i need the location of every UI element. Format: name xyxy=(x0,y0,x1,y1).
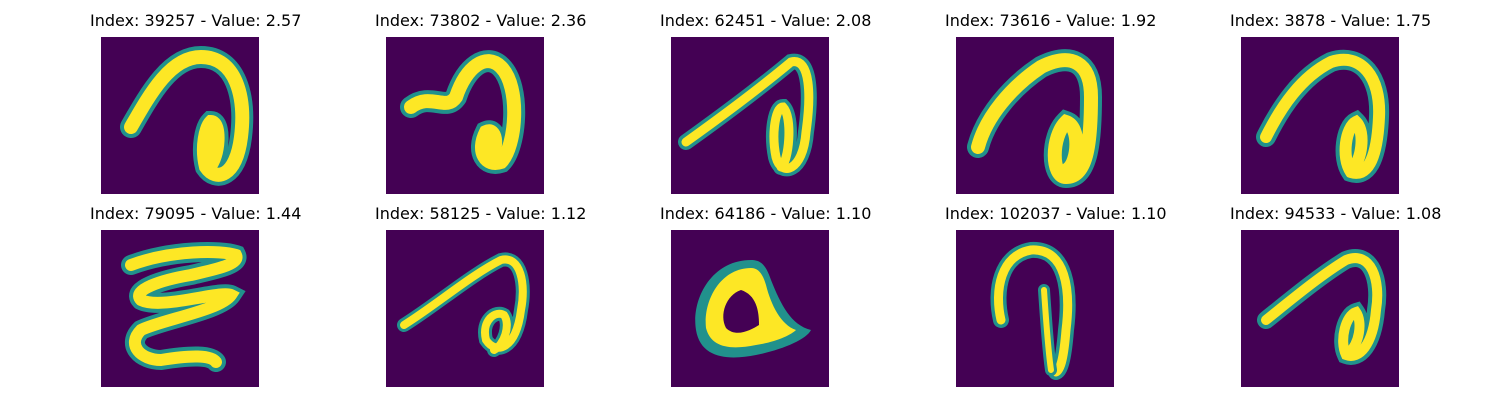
panel-title: Index: 58125 - Value: 1.12 xyxy=(375,204,587,223)
panel-title: Index: 94533 - Value: 1.08 xyxy=(1230,204,1442,223)
panel-title: Index: 64186 - Value: 1.10 xyxy=(660,204,872,223)
panel-title: Index: 79095 - Value: 1.44 xyxy=(90,204,302,223)
panel-10: Index: 94533 - Value: 1.08 xyxy=(1230,204,1442,387)
panel-title: Index: 102037 - Value: 1.10 xyxy=(945,204,1167,223)
panel-4: Index: 73616 - Value: 1.92 xyxy=(945,11,1157,194)
digit-image xyxy=(671,37,829,194)
panel-title: Index: 62451 - Value: 2.08 xyxy=(660,11,872,30)
panel-3: Index: 62451 - Value: 2.08 xyxy=(660,11,872,194)
digit-image xyxy=(386,37,544,194)
digit-image xyxy=(956,37,1114,194)
panel-2: Index: 73802 - Value: 2.36 xyxy=(375,11,587,194)
panel-title: Index: 73802 - Value: 2.36 xyxy=(375,11,587,30)
digit-image xyxy=(1241,37,1399,194)
digit-image xyxy=(101,230,259,387)
digit-image xyxy=(386,230,544,387)
panel-7: Index: 58125 - Value: 1.12 xyxy=(375,204,587,387)
digit-image xyxy=(1241,230,1399,387)
panel-title: Index: 39257 - Value: 2.57 xyxy=(90,11,302,30)
panel-1: Index: 39257 - Value: 2.57 xyxy=(90,11,302,194)
panel-5: Index: 3878 - Value: 1.75 xyxy=(1230,11,1432,194)
digit-image xyxy=(956,230,1114,387)
panel-title: Index: 73616 - Value: 1.92 xyxy=(945,11,1157,30)
panel-6: Index: 79095 - Value: 1.44 xyxy=(90,204,302,387)
panel-9: Index: 102037 - Value: 1.10 xyxy=(945,204,1167,387)
panel-title: Index: 3878 - Value: 1.75 xyxy=(1230,11,1432,30)
digit-image xyxy=(671,230,829,387)
panel-8: Index: 64186 - Value: 1.10 xyxy=(660,204,872,387)
digit-image xyxy=(101,37,259,194)
